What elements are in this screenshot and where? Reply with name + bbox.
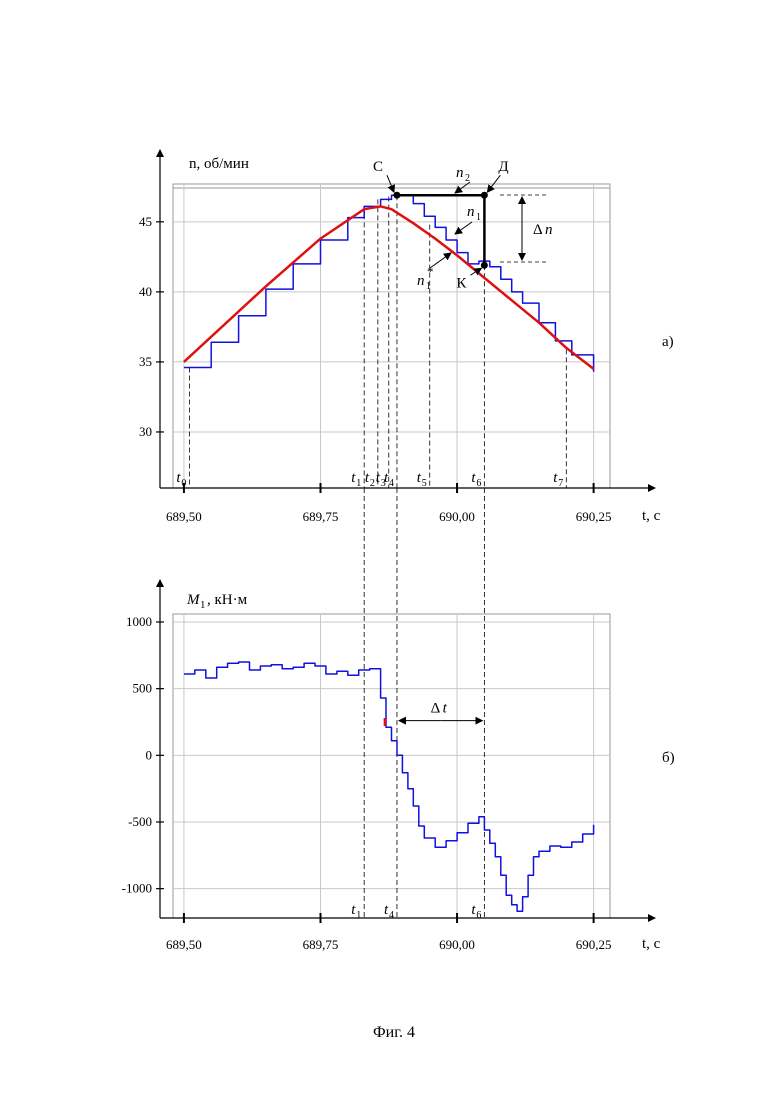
- time-marker-sub: 1: [356, 478, 361, 489]
- time-marker-label: t7: [553, 470, 563, 489]
- svg-text:1: 1: [426, 281, 431, 292]
- x-tick-label: 690,00: [439, 509, 475, 524]
- points-a: С Д К: [373, 159, 509, 291]
- x-tick-label: 689,75: [303, 509, 339, 524]
- figure-caption: Фиг. 4: [373, 1024, 415, 1041]
- delta-t-var: t: [443, 701, 448, 717]
- svg-text:, кН·м: , кН·м: [207, 592, 248, 608]
- y-tick-label: 1000: [126, 614, 152, 629]
- annotation-n2: n 2: [456, 165, 470, 184]
- y-tick-label: 40: [139, 284, 152, 299]
- svg-text:n: n: [467, 204, 475, 220]
- ylabel-b: M 1 , кН·м: [186, 592, 248, 611]
- panel-label-a: а): [662, 334, 674, 350]
- time-marker-sub: 6: [476, 910, 481, 921]
- annotation-n1-star-arrow: [430, 253, 451, 268]
- time-marker-label: t0: [176, 470, 186, 489]
- x-tick-label: 689,50: [166, 937, 202, 952]
- time-marker-label: t5: [417, 470, 427, 489]
- x-tick-label: 689,50: [166, 509, 202, 524]
- delta-t-annotation: Δt: [399, 701, 482, 721]
- svg-text:Δ: Δ: [533, 222, 543, 238]
- svg-text:M: M: [186, 592, 201, 608]
- svg-text:1: 1: [200, 599, 206, 611]
- time-marker-sub: 7: [558, 478, 563, 489]
- xlabel-b: t, с: [642, 936, 661, 952]
- panel-label-b: б): [662, 750, 675, 766]
- y-tick-label: -500: [128, 814, 152, 829]
- y-tick-label: 35: [139, 354, 152, 369]
- annotation-n1: n 1: [467, 204, 481, 223]
- time-marker-sub: 4: [389, 478, 394, 489]
- chart-b: 1000 500 0 -500 -1000 689,50 689,75 690,00 690,2…: [122, 488, 675, 952]
- time-markers-b: t1t4t6: [351, 488, 484, 921]
- series-b: [184, 662, 594, 911]
- time-marker-sub: 5: [422, 478, 427, 489]
- chart-a: 30354045689,50689,75690,00690,25 t0t1t2t…: [139, 150, 674, 524]
- point-marker: [481, 262, 488, 269]
- point-label: С: [373, 159, 383, 175]
- time-marker-label: t1: [351, 470, 361, 489]
- x-tick-label: 690,00: [439, 937, 475, 952]
- x-tick-label: 690,25: [576, 509, 612, 524]
- point-label: Д: [498, 159, 508, 175]
- xlabel-a: t, с: [642, 508, 661, 524]
- time-marker-sub: 1: [356, 910, 361, 921]
- tick-labels-b: 1000 500 0 -500 -1000 689,50 689,75 690,00 690,2…: [122, 614, 612, 952]
- point-marker: [393, 192, 400, 199]
- svg-text:1: 1: [476, 212, 481, 223]
- ylabel-a: n, об/мин: [189, 156, 249, 172]
- svg-text:n: n: [456, 165, 464, 181]
- y-tick-label: 0: [146, 747, 153, 762]
- delta-t-symbol: Δ: [431, 701, 441, 717]
- time-marker-label: t2: [365, 470, 375, 489]
- grid-b: [173, 614, 610, 918]
- x-tick-label: 689,75: [303, 937, 339, 952]
- axes-b: [156, 580, 655, 923]
- series-line-M1: [184, 662, 594, 911]
- delta-n-label: Δ n: [533, 222, 553, 238]
- y-tick-label: 500: [133, 681, 153, 696]
- y-tick-label: 30: [139, 424, 152, 439]
- svg-text:n: n: [417, 273, 425, 289]
- delta-t-label: Δt: [431, 701, 448, 717]
- point-marker: [481, 192, 488, 199]
- x-tick-label: 690,25: [576, 937, 612, 952]
- y-tick-label: 45: [139, 214, 152, 229]
- time-marker-sub: 2: [370, 478, 375, 489]
- plot-frame: [173, 614, 610, 918]
- point-label: К: [456, 275, 467, 291]
- axes-a: [156, 150, 655, 493]
- y-tick-label: -1000: [122, 881, 152, 896]
- annotation-n1-star: n 1 *: [417, 264, 434, 292]
- svg-text:n: n: [545, 222, 553, 238]
- time-marker-sub: 6: [476, 478, 481, 489]
- time-marker-sub: 0: [181, 478, 186, 489]
- time-marker-label: t6: [471, 470, 481, 489]
- time-marker-sub: 4: [389, 910, 394, 921]
